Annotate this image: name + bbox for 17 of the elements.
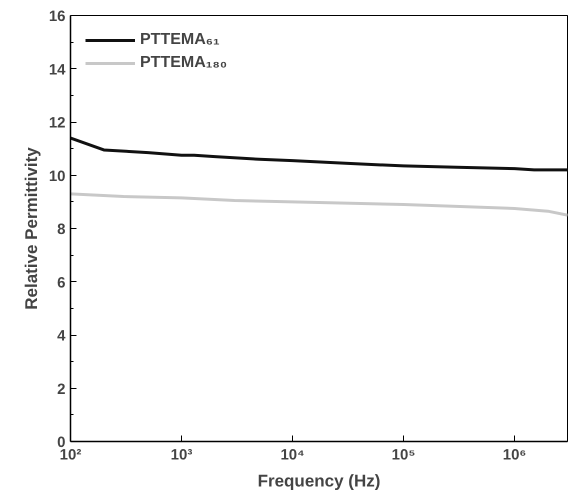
x-axis-title: Frequency (Hz) xyxy=(258,472,380,490)
y-tick-label: 12 xyxy=(48,114,66,132)
legend-label: PTTEMA₁₈₀ xyxy=(140,54,228,72)
legend-label: PTTEMA₆₁ xyxy=(140,31,220,49)
y-tick-label: 6 xyxy=(57,274,66,292)
y-tick-label: 8 xyxy=(57,221,66,238)
y-tick-label: 16 xyxy=(48,8,66,25)
x-tick-label: 10³ xyxy=(170,446,192,464)
x-tick-label: 10⁵ xyxy=(392,446,416,464)
x-tick-label: 10⁴ xyxy=(280,446,305,464)
y-tick-label: 4 xyxy=(57,328,66,344)
y-axis-title: Relative Permittivity xyxy=(22,146,41,310)
x-tick-label: 10⁶ xyxy=(502,446,526,464)
y-tick-label: 14 xyxy=(48,61,66,78)
y-tick-label: 10 xyxy=(48,168,66,185)
y-tick-label: 2 xyxy=(57,380,66,398)
x-tick-label: 10² xyxy=(60,446,82,464)
